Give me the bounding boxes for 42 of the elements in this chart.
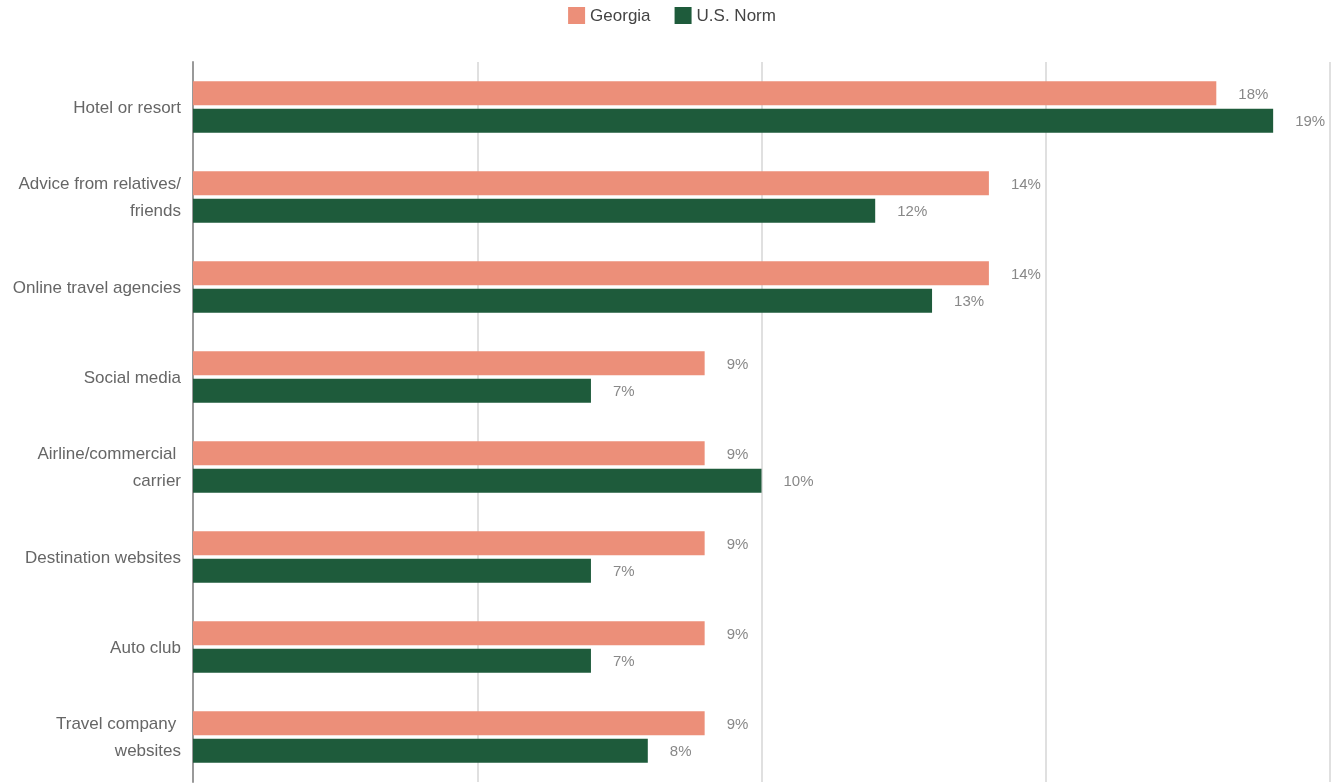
y-tick-label: Online travel agencies	[12, 277, 181, 297]
bar	[193, 711, 705, 736]
data-label: 7%	[612, 562, 635, 580]
y-tick-label: Airline/commercial carrier	[37, 444, 182, 490]
bar	[193, 351, 705, 376]
data-label: 12%	[897, 202, 928, 220]
data-label: 14%	[1010, 264, 1041, 282]
bar	[193, 108, 1274, 133]
data-label: 9%	[726, 534, 749, 552]
data-label: 14%	[1010, 174, 1041, 192]
data-label: 13%	[954, 292, 985, 310]
data-label: 8%	[669, 742, 692, 760]
data-label: 10%	[783, 472, 814, 490]
data-label: 9%	[726, 444, 749, 462]
bar	[193, 441, 705, 466]
legend-label: U.S. Norm	[696, 6, 776, 25]
bar	[193, 531, 705, 556]
data-label: 9%	[726, 354, 749, 372]
data-label: 9%	[726, 624, 749, 642]
y-tick-label: Hotel or resort	[73, 97, 182, 117]
data-label: 18%	[1238, 84, 1269, 102]
bar	[193, 468, 762, 493]
legend-label: Georgia	[590, 6, 652, 25]
bar	[193, 288, 933, 313]
bar	[193, 558, 591, 583]
bar	[193, 81, 1217, 106]
bar	[193, 378, 591, 403]
y-tick-label: Destination websites	[25, 547, 181, 567]
y-tick-label: Auto club	[110, 637, 181, 657]
y-tick-label: Advice from relatives/friends	[18, 174, 182, 220]
data-label: 19%	[1295, 112, 1326, 130]
bar	[193, 621, 705, 646]
data-label: 9%	[726, 714, 749, 732]
bar	[193, 171, 989, 196]
data-label: 7%	[612, 652, 635, 670]
bar	[193, 261, 989, 286]
data-label: 7%	[612, 382, 635, 400]
y-tick-label: Travel company websites	[55, 714, 181, 760]
y-tick-label: Social media	[83, 367, 182, 387]
bar	[193, 738, 648, 763]
bar	[193, 198, 876, 223]
bar	[193, 648, 591, 673]
